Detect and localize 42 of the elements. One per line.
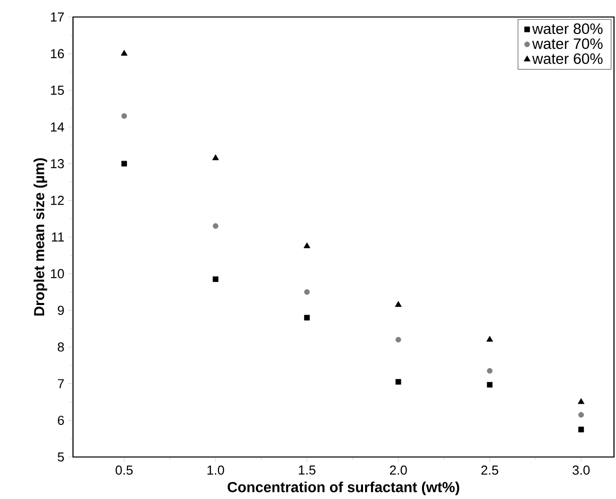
y-tick-label: 5 — [58, 452, 64, 462]
point — [212, 223, 218, 229]
y-tick-label: 16 — [50, 49, 64, 58]
point — [304, 314, 310, 320]
y-tick-label: 9 — [58, 306, 64, 315]
x-tick-label: 0.5 — [116, 466, 133, 475]
point — [121, 160, 127, 166]
y-tick-label: 13 — [50, 159, 64, 168]
legend-label: water 80% — [532, 23, 603, 34]
x-tick-label: 3.0 — [572, 466, 590, 475]
y-axis-title: Droplet mean size (µm) — [34, 158, 48, 316]
y-tick-label: 11 — [52, 232, 64, 242]
y-tick-label: 15 — [50, 86, 64, 95]
y-tick-label: 7 — [58, 379, 64, 388]
point — [578, 398, 584, 404]
point — [304, 242, 310, 248]
point — [120, 50, 128, 56]
point — [212, 276, 218, 282]
x-tick-label: 1.0 — [208, 466, 224, 475]
point — [578, 426, 584, 432]
y-tick-label: 14 — [50, 122, 64, 132]
point — [212, 154, 219, 160]
y-tick-label: 6 — [58, 416, 64, 425]
legend-label: water 70% — [532, 38, 603, 49]
x-tick-label: 1.5 — [298, 466, 316, 475]
point — [486, 336, 494, 342]
x-axis-title: Concentration of surfactant (wt%) — [228, 482, 460, 496]
x-tick-label: 2.0 — [390, 466, 407, 475]
legend-label: water 60% — [532, 53, 603, 64]
y-tick-label: 12 — [50, 196, 64, 205]
point — [486, 368, 493, 374]
point — [396, 379, 402, 385]
point — [121, 113, 127, 119]
x-tick-label: 2.5 — [481, 466, 498, 475]
point — [578, 412, 584, 418]
point — [304, 289, 310, 295]
point — [486, 382, 493, 388]
y-tick-label: 8 — [58, 342, 64, 352]
y-tick-label: 10 — [50, 269, 64, 278]
point — [395, 301, 402, 307]
y-tick-label: 17 — [50, 12, 64, 22]
point — [396, 336, 402, 342]
